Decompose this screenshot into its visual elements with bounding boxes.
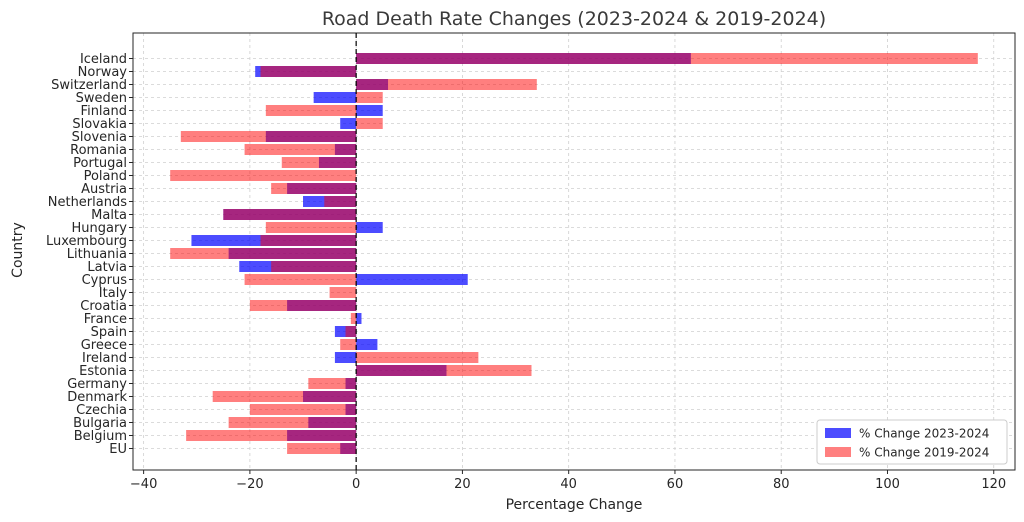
bar-series-1 [356,105,383,116]
y-tick-label: Luxembourg [46,234,127,249]
bar-series-2 [170,248,357,259]
y-tick-label: EU [109,442,127,457]
bar-series-1 [334,352,357,363]
bar-series-2 [265,105,357,116]
x-axis-label: Percentage Change [506,497,643,513]
x-tick-label: 20 [454,477,471,492]
y-tick-label: Bulgaria [73,416,127,431]
bar-series-2 [281,157,357,168]
y-tick-label: Italy [99,286,128,301]
legend-box [816,419,1008,465]
bar-series-2 [356,118,383,129]
bar-series-2 [244,274,357,285]
bar-series-1 [356,222,383,233]
legend-swatch [825,447,851,457]
y-tick-label: France [84,312,127,327]
y-tick-label: Slovakia [72,117,127,132]
y-tick-label: Malta [91,208,127,223]
y-tick-label: Sweden [76,91,127,106]
bar-series-2 [356,365,532,376]
bar-series-1 [313,92,357,103]
y-tick-label: Austria [81,182,127,197]
x-tick-label: 100 [875,477,900,492]
bar-series-2 [260,235,357,246]
x-tick-label: 0 [352,477,360,492]
y-tick-label: Germany [67,377,127,392]
y-tick-label: Denmark [67,390,127,405]
bar-series-2 [340,339,357,350]
legend: % Change 2023-2024 % Change 2019-2024 [816,419,1008,465]
bar-series-2 [249,404,357,415]
x-tick-label: 80 [773,477,790,492]
bar-series-1 [356,339,378,350]
bar-series-2 [228,417,357,428]
y-tick-label: Ireland [82,351,127,366]
y-tick-label: Cyprus [82,273,128,288]
legend-swatch [825,428,851,438]
y-tick-label: Latvia [87,260,127,275]
bar-series-1 [356,313,362,324]
y-tick-label: Croatia [80,299,127,314]
bar-series-2 [329,287,357,298]
bar-series-2 [170,170,357,181]
bar-series-2 [223,209,357,220]
tick-labels: −40 −20 0 20 40 60 80 100 120 IcelandNorwaySwitze… [46,52,1006,492]
y-tick-label: Poland [84,169,127,184]
y-tick-label: Slovenia [72,130,127,145]
x-tick-label: 40 [560,477,577,492]
bar-series-1 [340,118,357,129]
plot-frame [132,32,1016,471]
x-tick-label: 60 [667,477,684,492]
y-tick-label: Norway [78,65,128,80]
x-tick-label: −20 [236,477,263,492]
bar-series-2 [350,313,357,324]
y-tick-label: Czechia [76,403,127,418]
x-tick-label: 120 [981,477,1006,492]
x-tick-label: −40 [130,477,157,492]
bar-series-2 [356,79,537,90]
y-tick-label: Estonia [79,364,127,379]
y-tick-label: Switzerland [51,78,127,93]
chart-title: Road Death Rate Changes (2023-2024 & 201… [322,8,826,30]
grid-lines [133,33,1015,470]
bar-series-2 [356,352,479,363]
bar-series-2 [180,131,357,142]
y-tick-label: Romania [70,143,127,158]
axes [129,32,1016,474]
y-tick-label: Portugal [73,156,127,171]
y-tick-label: Greece [81,338,127,353]
bar-series-1 [356,274,468,285]
bar-series-2 [271,183,357,194]
legend-label: % Change 2019-2024 [859,446,989,460]
bar-series-2 [345,326,357,337]
y-tick-label: Hungary [71,221,127,236]
bar-series-2 [260,66,357,77]
bars [170,53,978,454]
y-tick-label: Finland [81,104,127,119]
y-tick-label: Iceland [80,52,127,67]
bar-series-2 [287,443,357,454]
y-tick-label: Spain [91,325,127,340]
bar-series-2 [356,53,978,64]
y-tick-label: Belgium [74,429,127,444]
bar-series-2 [308,378,357,389]
y-axis-label: Country [10,222,26,278]
bar-series-2 [265,222,357,233]
bar-series-2 [212,391,357,402]
bar-series-2 [324,196,357,207]
bar-series-2 [186,430,357,441]
bar-series-2 [356,92,383,103]
y-tick-label: Lithuania [67,247,127,262]
bar-series-2 [244,144,357,155]
bar-series-2 [271,261,357,272]
legend-label: % Change 2023-2024 [859,427,989,441]
y-tick-label: Netherlands [48,195,127,210]
bar-series-2 [249,300,357,311]
